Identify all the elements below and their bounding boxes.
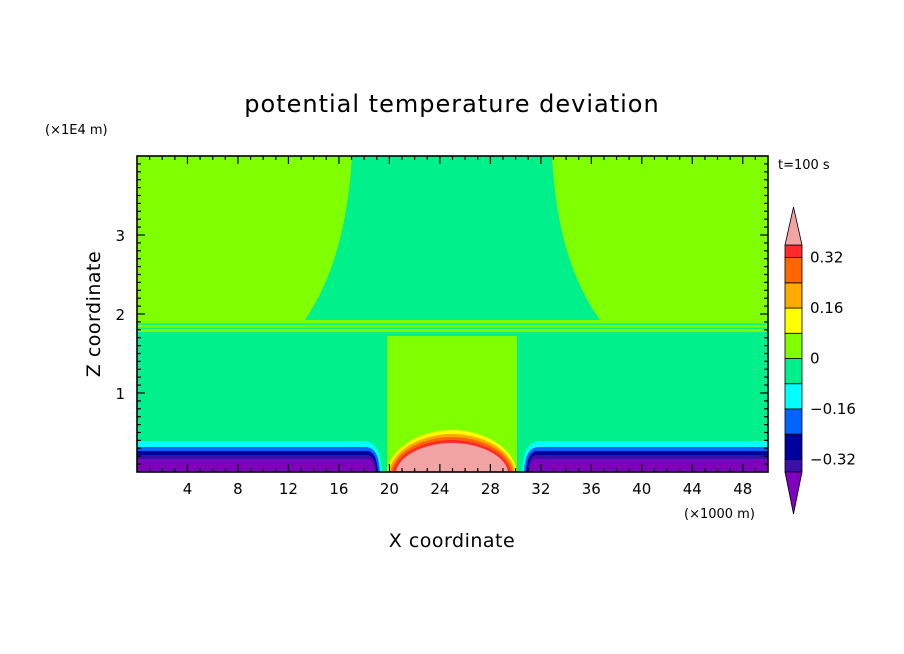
colorbar-extend-min bbox=[784, 471, 803, 515]
x-tick-label: 28 bbox=[481, 480, 500, 498]
colorbar-label: 0.16 bbox=[810, 299, 843, 317]
x-tick-label: 48 bbox=[733, 480, 752, 498]
colorbar: 0.32 0.16 0 −0.16 −0.32 bbox=[784, 206, 856, 515]
y-tick-label: 2 bbox=[115, 306, 125, 324]
x-tick-label: 32 bbox=[531, 480, 550, 498]
colorbar-segment bbox=[784, 307, 803, 334]
x-tick-label: 36 bbox=[582, 480, 601, 498]
x-tick-label: 40 bbox=[632, 480, 651, 498]
colorbar-segment bbox=[784, 458, 803, 473]
colorbar-label: −0.32 bbox=[810, 450, 856, 468]
region-inner-plume bbox=[305, 156, 600, 320]
colorbar-label: 0 bbox=[810, 350, 820, 368]
bubble-core bbox=[396, 443, 508, 472]
interface-line-lower bbox=[137, 327, 768, 329]
surface-cold-purple bbox=[137, 459, 768, 472]
x-unit-label: (×1000 m) bbox=[684, 507, 755, 522]
colorbar-segment bbox=[784, 358, 803, 385]
interface-line-upper bbox=[137, 323, 768, 325]
x-tick-label: 20 bbox=[380, 480, 399, 498]
x-axis-ticks: 4 8 12 16 20 24 28 32 36 40 44 48 bbox=[149, 156, 756, 498]
colorbar-segment bbox=[784, 257, 803, 284]
colorbar-label: −0.16 bbox=[810, 400, 856, 418]
chart-title: potential temperature deviation bbox=[244, 90, 659, 118]
colorbar-segment bbox=[784, 332, 803, 359]
x-tick-label: 4 bbox=[183, 480, 193, 498]
colorbar-label: 0.32 bbox=[810, 249, 843, 267]
region-interface-band bbox=[137, 320, 768, 332]
x-tick-label: 44 bbox=[683, 480, 702, 498]
x-tick-label: 8 bbox=[233, 480, 243, 498]
x-axis-label: X coordinate bbox=[389, 530, 515, 552]
y-axis-ticks: 1 2 3 bbox=[115, 163, 768, 465]
time-label: t=100 s bbox=[778, 158, 830, 173]
y-unit-label: (×1E4 m) bbox=[45, 123, 108, 138]
x-tick-label: 16 bbox=[329, 480, 348, 498]
colorbar-segment bbox=[784, 282, 803, 309]
y-axis-label: Z coordinate bbox=[83, 251, 105, 377]
colorbar-segment bbox=[784, 408, 803, 435]
colorbar-extend-max bbox=[784, 206, 803, 246]
colorbar-segment bbox=[784, 433, 803, 460]
colorbar-segment bbox=[784, 383, 803, 410]
contour-field bbox=[137, 156, 768, 472]
x-tick-label: 12 bbox=[279, 480, 298, 498]
y-tick-label: 1 bbox=[115, 385, 125, 403]
x-tick-label: 24 bbox=[430, 480, 449, 498]
colorbar-segment bbox=[784, 244, 803, 259]
y-tick-label: 3 bbox=[115, 227, 125, 245]
